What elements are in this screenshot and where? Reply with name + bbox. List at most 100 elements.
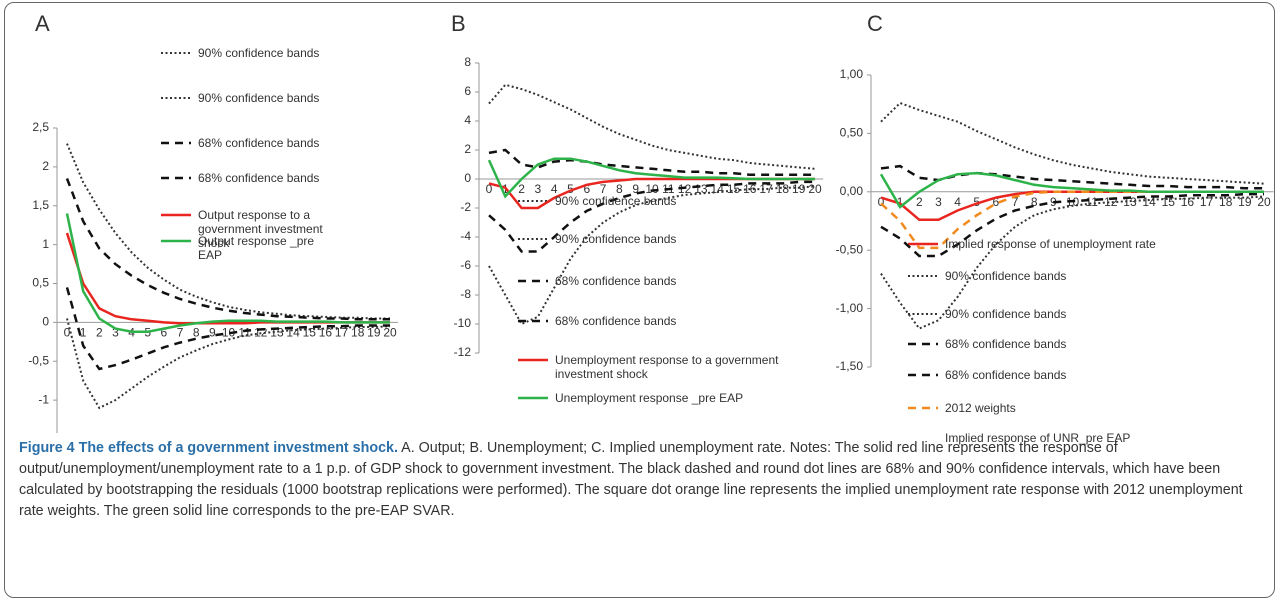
charts: A-1,5-1-0,500,511,522,501234567891011121… <box>28 11 1274 433</box>
x-tick-label: 20 <box>1257 195 1271 209</box>
y-tick-label: -0,50 <box>836 242 864 256</box>
x-tick-label: 0 <box>878 195 885 209</box>
x-tick-label: 9 <box>209 326 216 340</box>
panel-label: C <box>867 11 883 36</box>
legend-label: 68% confidence bands <box>945 368 1067 382</box>
x-tick-label: 4 <box>954 195 961 209</box>
x-tick-label: 2 <box>518 182 525 196</box>
series-line <box>488 148 815 176</box>
y-tick-label: 0 <box>42 315 49 329</box>
x-tick-label: 19 <box>367 326 381 340</box>
x-tick-label: 10 <box>222 326 236 340</box>
x-tick-label: 7 <box>177 326 184 340</box>
series-line <box>488 83 816 170</box>
y-tick-label: 8 <box>464 55 471 69</box>
x-tick-label: 2 <box>916 195 923 209</box>
series-line <box>488 180 815 253</box>
x-tick-label: 5 <box>567 182 574 196</box>
x-tick-label: 10 <box>645 182 659 196</box>
legend-label: Unemployment response _pre EAP <box>555 391 744 405</box>
x-tick-label: 8 <box>193 326 200 340</box>
y-tick-label: -0,5 <box>28 353 49 367</box>
legend-label: 68% confidence bands <box>945 337 1067 351</box>
x-tick-label: 20 <box>383 326 397 340</box>
series-line <box>66 143 390 320</box>
series-line <box>66 318 391 410</box>
y-tick-label: 0,50 <box>840 126 864 140</box>
y-tick-label: 1 <box>42 237 49 251</box>
legend-label: 90% confidence bands <box>198 46 320 60</box>
y-tick-label: -10 <box>454 316 472 330</box>
legend-label: 90% confidence bands <box>555 194 677 208</box>
x-tick-label: 14 <box>1142 195 1156 209</box>
legend-label: 68% confidence bands <box>198 171 320 185</box>
series-line <box>65 213 390 333</box>
x-tick-label: 16 <box>319 326 333 340</box>
y-tick-label: 4 <box>464 113 471 127</box>
legend-label: 90% confidence bands <box>945 307 1067 321</box>
y-tick-label: -8 <box>460 287 471 301</box>
series-line <box>880 195 1265 330</box>
x-tick-label: 3 <box>935 195 942 209</box>
x-tick-label: 6 <box>583 182 590 196</box>
x-tick-label: 3 <box>535 182 542 196</box>
x-tick-label: 12 <box>1104 195 1118 209</box>
x-tick-label: 9 <box>632 182 639 196</box>
figure: A-1,5-1-0,500,511,522,501234567891011121… <box>4 2 1275 598</box>
y-tick-label: 1,00 <box>840 67 864 81</box>
x-tick-label: 18 <box>776 182 790 196</box>
y-tick-label: 2 <box>42 159 49 173</box>
legend-label: 2012 weights <box>945 401 1016 415</box>
x-tick-label: 0 <box>486 182 493 196</box>
y-tick-label: 1,5 <box>32 198 49 212</box>
x-tick-label: 5 <box>973 195 980 209</box>
legend-label: Implied response of UNR_pre EAP <box>945 431 1131 445</box>
x-tick-label: 2 <box>96 326 103 340</box>
x-tick-label: 7 <box>600 182 607 196</box>
x-tick-label: 0 <box>64 326 71 340</box>
legend-label: Output response _pre EAP <box>198 234 315 262</box>
caption-title: Figure 4 The effects of a government inv… <box>19 440 398 456</box>
panel-label: A <box>35 11 50 36</box>
x-tick-label: 6 <box>161 326 168 340</box>
legend-label: 90% confidence bands <box>198 91 320 105</box>
legend-label: Output response to a government investme… <box>198 208 323 250</box>
x-tick-label: 3 <box>112 326 119 340</box>
legend-label: 68% confidence bands <box>198 136 320 150</box>
x-tick-label: 11 <box>238 326 251 340</box>
y-tick-label: 2 <box>464 142 471 156</box>
x-tick-label: 17 <box>759 182 773 196</box>
panel-label: B <box>451 11 466 36</box>
legend-label: 90% confidence bands <box>555 232 677 246</box>
y-tick-label: -6 <box>460 258 471 272</box>
x-tick-label: 1 <box>80 326 87 340</box>
y-tick-label: -1 <box>38 392 49 406</box>
caption: Figure 4 The effects of a government inv… <box>19 438 1264 522</box>
series-line <box>488 185 816 326</box>
y-tick-label: 0 <box>464 171 471 185</box>
series-line <box>880 192 1264 258</box>
y-tick-label: 6 <box>464 84 471 98</box>
legend-label: 68% confidence bands <box>555 314 677 328</box>
legend-label: Unemployment response to a government in… <box>555 353 779 381</box>
series-line <box>879 171 1264 209</box>
series-line <box>880 101 1265 185</box>
y-tick-label: -1,5 <box>28 431 49 433</box>
x-tick-label: 18 <box>351 326 365 340</box>
caption-text: A. Output; B. Unemployment; C. Implied u… <box>19 440 1243 519</box>
x-tick-label: 19 <box>1238 195 1252 209</box>
legend-label: Implied response of unemployment rate <box>945 237 1156 251</box>
y-tick-label: 2,5 <box>32 120 49 134</box>
series-line <box>487 157 815 199</box>
y-tick-label: 0,5 <box>32 276 49 290</box>
x-tick-label: 17 <box>335 326 349 340</box>
legend-label: 68% confidence bands <box>555 274 677 288</box>
x-tick-label: 8 <box>1031 195 1038 209</box>
y-tick-label: -1,50 <box>836 359 864 373</box>
y-tick-label: 0,00 <box>840 184 864 198</box>
x-tick-label: 1 <box>897 195 904 209</box>
x-tick-label: 16 <box>1181 195 1195 209</box>
x-tick-label: 11 <box>1085 195 1098 209</box>
x-tick-label: 6 <box>993 195 1000 209</box>
x-tick-label: 12 <box>678 182 692 196</box>
